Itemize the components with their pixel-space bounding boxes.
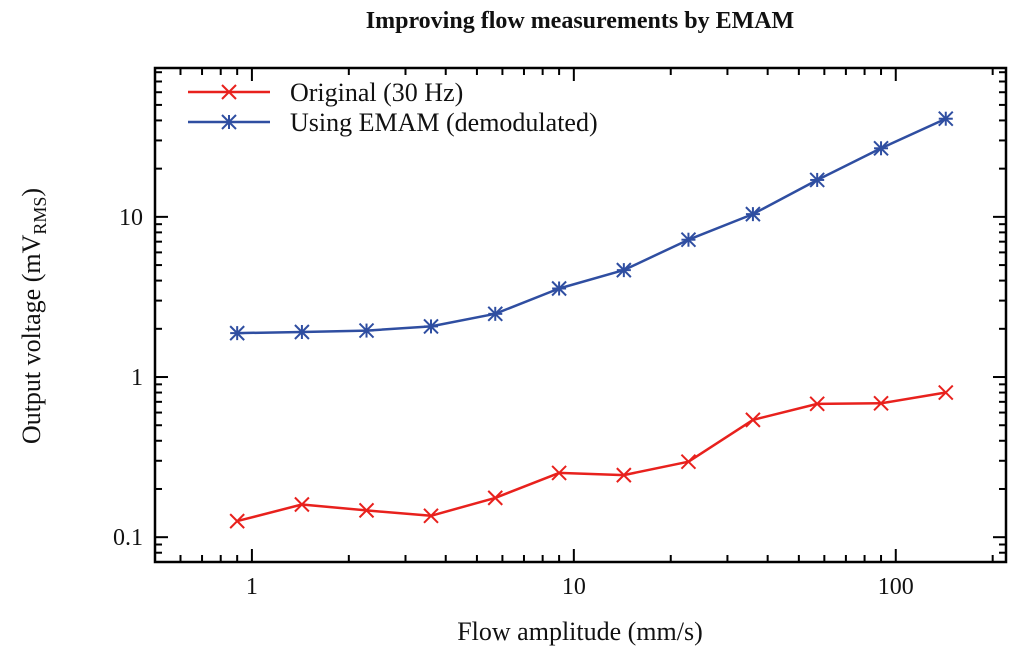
series-2 — [229, 111, 954, 341]
data-point — [809, 396, 825, 412]
data-point — [745, 412, 761, 428]
series-line — [236, 391, 947, 523]
legend-marker — [221, 114, 237, 130]
data-point — [809, 172, 825, 188]
data-point — [616, 262, 632, 278]
data-point — [873, 140, 889, 156]
data-point — [616, 467, 632, 483]
data-point — [358, 502, 375, 519]
data-point — [938, 111, 954, 127]
axis-ticks: 1 10 100 0.1 1 10 — [113, 68, 1006, 600]
legend-entry-2: Using EMAM (demodulated) — [188, 108, 598, 137]
legend: Original (30 Hz)Using EMAM (demodulated) — [188, 78, 598, 137]
legend-marker — [221, 84, 237, 100]
series-layer — [229, 111, 954, 529]
data-point — [487, 306, 503, 322]
x-tick-label: 100 — [878, 574, 914, 600]
y-axis-label: Output voltage (mVRMS) — [17, 188, 50, 444]
legend-label: Original (30 Hz) — [290, 78, 463, 107]
y-axis-label-subscript: RMS — [30, 197, 50, 235]
x-axis-label: Flow amplitude (mm/s) — [457, 617, 703, 646]
data-point — [745, 206, 761, 222]
y-tick-label: 1 — [131, 365, 143, 391]
y-axis-label-suffix: ) — [17, 188, 46, 197]
data-point — [358, 322, 375, 339]
x-tick-label: 10 — [562, 574, 586, 600]
data-point — [680, 232, 697, 248]
data-point — [487, 490, 503, 506]
legend-label: Using EMAM (demodulated) — [290, 108, 598, 137]
data-point — [551, 465, 567, 481]
y-tick-label: 10 — [119, 205, 143, 231]
data-point — [294, 496, 310, 513]
data-point — [551, 280, 567, 297]
data-point — [229, 325, 245, 341]
data-point — [873, 395, 889, 412]
data-point — [229, 513, 245, 529]
legend-entry-1: Original (30 Hz) — [188, 78, 463, 107]
y-tick-label: 0.1 — [113, 525, 143, 551]
y-axis-label-main: Output voltage (mV — [17, 234, 46, 444]
data-point — [680, 453, 697, 470]
chart-title: Improving flow measurements by EMAM — [366, 8, 794, 34]
x-tick-label: 1 — [246, 574, 258, 600]
series-line — [237, 117, 947, 335]
series-1 — [229, 384, 954, 529]
data-point — [294, 324, 310, 340]
data-point — [423, 508, 439, 524]
data-point — [938, 384, 954, 401]
plot-frame — [153, 66, 1008, 564]
data-point — [423, 318, 439, 335]
